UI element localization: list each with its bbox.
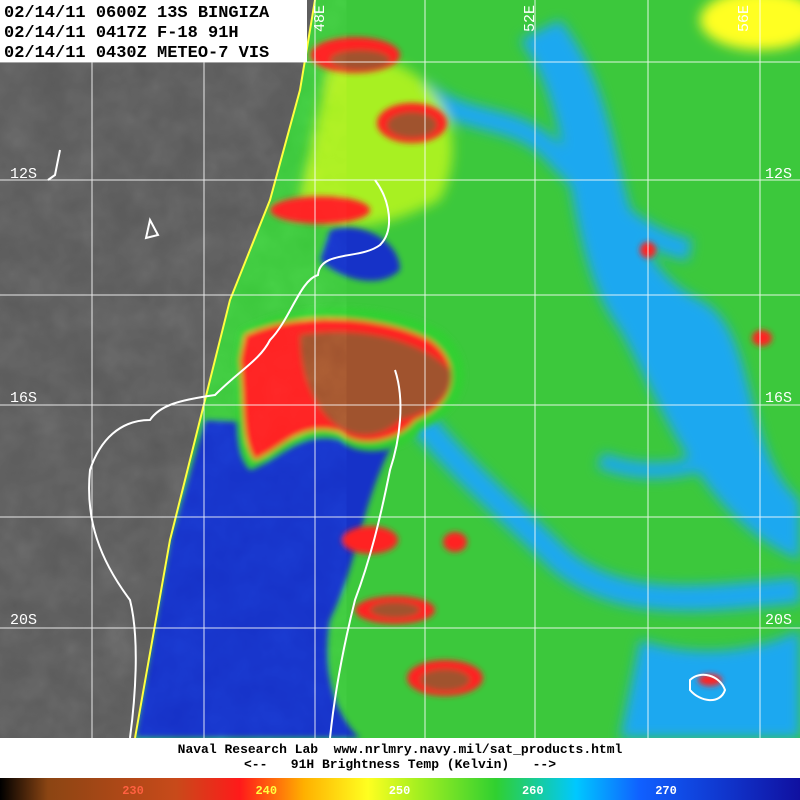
header-line: 02/14/11 0417Z F-18 91H [4, 24, 239, 43]
header-line: 02/14/11 0430Z METEO-7 VIS [4, 44, 269, 63]
lat-label: 12S [10, 166, 37, 183]
swath-edge [134, 0, 316, 739]
lat-label: 16S [10, 390, 37, 407]
colorbar-tick-label: 250 [389, 784, 411, 798]
header-box [0, 0, 307, 62]
lon-label: 52E [522, 5, 539, 32]
caption: <-- 91H Brightness Temp (Kelvin) --> [244, 757, 556, 772]
coastline [47, 149, 727, 739]
footer-box [0, 738, 800, 778]
lat-label: 16S [765, 390, 792, 407]
lat-label: 20S [765, 612, 792, 629]
lon-label: 48E [312, 5, 329, 32]
credit: Naval Research Lab www.nrlmry.navy.mil/s… [178, 742, 623, 757]
lon-label: 56E [736, 5, 753, 32]
header-line: 02/14/11 0600Z 13S BINGIZA [4, 4, 270, 23]
lat-label: 12S [765, 166, 792, 183]
cloud-field [300, 0, 800, 738]
lat-label: 20S [10, 612, 37, 629]
colorbar-tick-label: 240 [255, 784, 277, 798]
colorbar-tick-label: 260 [522, 784, 544, 798]
convection [235, 37, 772, 696]
colorbar-tick-label: 230 [122, 784, 144, 798]
blue-region [135, 420, 400, 738]
colorbar [0, 778, 800, 800]
colorbar-tick-label: 270 [655, 784, 677, 798]
